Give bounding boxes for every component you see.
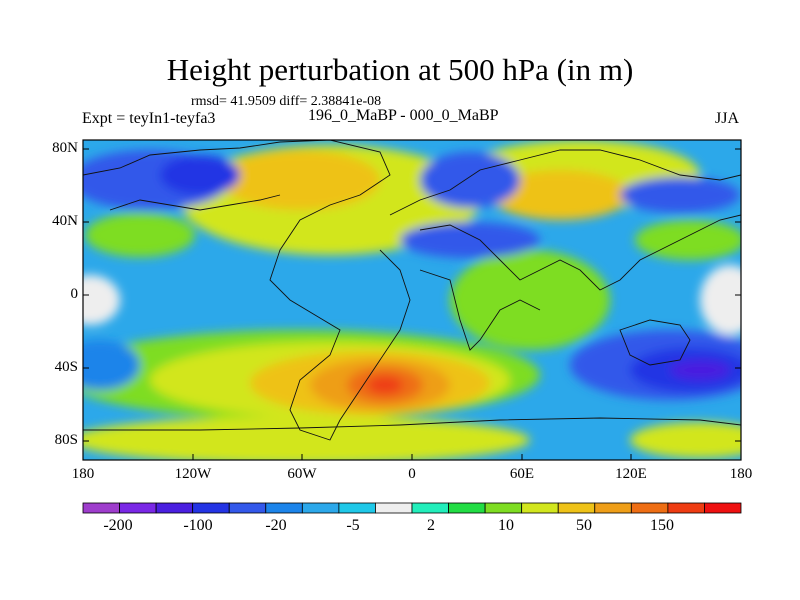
season-label: JJA: [715, 110, 740, 127]
stats-text: rmsd= 41.9509 diff= 2.38841e-08: [191, 94, 382, 109]
y-tick-label: 80S: [54, 432, 78, 448]
x-tick-label: 0: [408, 466, 416, 482]
colorbar-label: -100: [183, 517, 213, 534]
x-tick-label: 60E: [509, 466, 535, 482]
colorbar-box: [155, 502, 194, 514]
y-tick-label: 40N: [52, 213, 78, 229]
colorbar-box: [192, 502, 230, 514]
colorbar-box: [265, 502, 303, 514]
colorbar-box: [338, 502, 376, 514]
colorbar: [82, 502, 742, 514]
colorbar-box: [448, 502, 486, 514]
colorbar-label: -5: [346, 517, 360, 534]
contour-field: [83, 140, 741, 460]
x-tick-label: 120W: [174, 466, 212, 482]
colorbar-box: [228, 502, 267, 514]
x-tick-label: 180: [729, 466, 753, 482]
x-tick-label: 180: [71, 466, 95, 482]
colorbar-box: [119, 502, 157, 514]
colorbar-box: [375, 502, 413, 514]
map-title: Height perturbation at 500 hPa (in m): [166, 52, 634, 87]
colorbar-box: [82, 502, 120, 514]
experiment-label: Expt = teyIn1-teyfa3: [82, 110, 216, 127]
colorbar-box: [411, 502, 449, 514]
y-tick-label: 80N: [52, 140, 78, 156]
colorbar-box: [484, 502, 523, 514]
colorbar-label: 150: [650, 517, 674, 534]
colorbar-box: [301, 502, 340, 514]
colorbar-box: [594, 502, 632, 514]
y-tick-label: 0: [70, 286, 79, 302]
x-tick-label: 120E: [615, 466, 647, 482]
colorbar-label: 50: [576, 517, 592, 534]
colorbar-label: 10: [498, 517, 514, 534]
x-tick-marks: [82, 454, 742, 460]
colorbar-label: 2: [427, 517, 435, 534]
x-tick-label: 60W: [287, 466, 317, 482]
period-label: 196_0_MaBP - 000_0_MaBP: [308, 107, 499, 124]
colorbar-label: -200: [103, 517, 133, 534]
colorbar-label: -20: [265, 517, 287, 534]
y-tick-marks: [83, 148, 741, 442]
y-tick-label: 40S: [54, 359, 78, 375]
colorbar-box: [630, 502, 669, 514]
colorbar-box: [704, 502, 742, 514]
colorbar-box: [667, 502, 705, 514]
colorbar-box: [557, 502, 596, 514]
coastlines: [83, 140, 741, 441]
colorbar-box: [521, 502, 559, 514]
